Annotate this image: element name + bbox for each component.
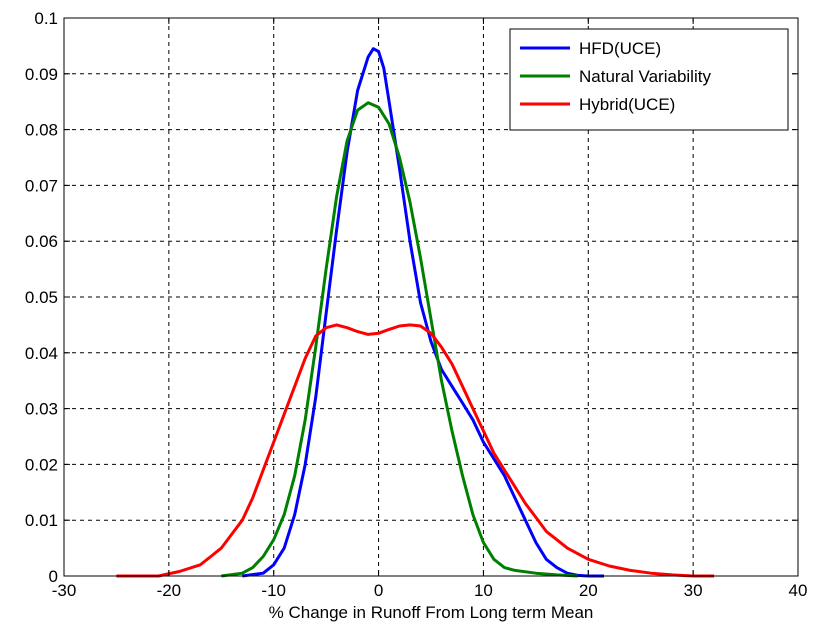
y-tick-label: 0.08 <box>25 121 58 140</box>
x-tick-label: -30 <box>52 581 77 600</box>
x-tick-label: 40 <box>789 581 808 600</box>
series-line-2 <box>116 323 715 578</box>
series-line-0 <box>242 47 604 578</box>
y-tick-label: 0.09 <box>25 65 58 84</box>
x-tick-label: -10 <box>261 581 286 600</box>
series-line-1 <box>221 101 578 578</box>
y-tick-label: 0.07 <box>25 176 58 195</box>
y-tick-label: 0.05 <box>25 288 58 307</box>
x-tick-label: 30 <box>684 581 703 600</box>
legend-entry-label: HFD(UCE) <box>579 39 661 58</box>
x-tick-label: -20 <box>157 581 182 600</box>
x-tick-label: 0 <box>374 581 383 600</box>
legend: HFD(UCE) Natural Variability Hybrid(UCE) <box>509 28 789 131</box>
x-tick-label: 10 <box>474 581 493 600</box>
y-tick-label: 0.03 <box>25 400 58 419</box>
x-axis-label: % Change in Runoff From Long term Mean <box>269 603 594 622</box>
y-tick-label: 0.01 <box>25 511 58 530</box>
y-tick-label: 0.06 <box>25 232 58 251</box>
legend-box <box>509 28 789 131</box>
x-tick-label: 20 <box>579 581 598 600</box>
series-layer <box>116 47 715 578</box>
legend-entry-label: Hybrid(UCE) <box>579 95 675 114</box>
y-tick-label: 0.02 <box>25 455 58 474</box>
y-tick-label: 0.04 <box>25 344 58 363</box>
legend-entry-label: Natural Variability <box>579 67 711 86</box>
y-tick-label: 0.1 <box>34 9 58 28</box>
y-tick-label: 0 <box>49 567 58 586</box>
axis-ticks: -30 -20 -10 0 10 20 30 40 0 0.01 0.02 0.03 0.04 0.05 0… <box>25 9 808 600</box>
